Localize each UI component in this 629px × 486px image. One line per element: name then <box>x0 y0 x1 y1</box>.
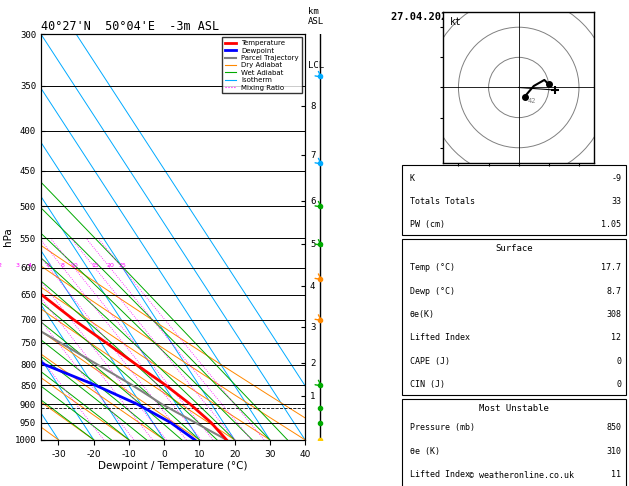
Text: Surface: Surface <box>495 244 533 253</box>
Legend: Temperature, Dewpoint, Parcel Trajectory, Dry Adiabat, Wet Adiabat, Isotherm, Mi: Temperature, Dewpoint, Parcel Trajectory… <box>223 37 301 93</box>
Text: CAPE (J): CAPE (J) <box>410 357 450 366</box>
Text: θe (K): θe (K) <box>410 447 440 456</box>
Text: θe(K): θe(K) <box>410 310 435 319</box>
Text: km
ASL: km ASL <box>308 6 324 26</box>
Text: Temp (°C): Temp (°C) <box>410 263 455 273</box>
Text: 2: 2 <box>0 262 1 268</box>
Y-axis label: hPa: hPa <box>3 227 13 246</box>
Text: 17.7: 17.7 <box>601 263 621 273</box>
Text: Lifted Index: Lifted Index <box>410 333 470 343</box>
Text: 308: 308 <box>606 310 621 319</box>
Text: K: K <box>410 174 415 183</box>
Text: 20: 20 <box>106 262 114 268</box>
Text: 6: 6 <box>47 262 51 268</box>
Text: 12: 12 <box>611 333 621 343</box>
Text: 11: 11 <box>611 470 621 479</box>
Text: Totals Totals: Totals Totals <box>410 197 475 206</box>
Text: 10: 10 <box>70 262 78 268</box>
Text: 33: 33 <box>611 197 621 206</box>
Text: 850: 850 <box>606 423 621 433</box>
Text: kt: kt <box>449 17 461 27</box>
Text: 1.05: 1.05 <box>601 220 621 229</box>
Text: 3: 3 <box>15 262 19 268</box>
X-axis label: Dewpoint / Temperature (°C): Dewpoint / Temperature (°C) <box>98 461 248 471</box>
Text: CIN (J): CIN (J) <box>410 380 445 389</box>
Text: 40°27'N  50°04'E  -3m ASL: 40°27'N 50°04'E -3m ASL <box>41 20 219 33</box>
Text: PW (cm): PW (cm) <box>410 220 445 229</box>
Text: 310: 310 <box>606 447 621 456</box>
Text: 0: 0 <box>616 357 621 366</box>
Text: Most Unstable: Most Unstable <box>479 404 549 413</box>
Text: 15: 15 <box>91 262 99 268</box>
Text: © weatheronline.co.uk: © weatheronline.co.uk <box>469 471 574 480</box>
Text: 8: 8 <box>61 262 65 268</box>
Text: 0: 0 <box>616 380 621 389</box>
Text: Dewp (°C): Dewp (°C) <box>410 287 455 296</box>
Text: 4: 4 <box>28 262 32 268</box>
Text: LCL: LCL <box>308 61 324 70</box>
Text: 42: 42 <box>528 98 537 104</box>
Text: Pressure (mb): Pressure (mb) <box>410 423 475 433</box>
Text: 25: 25 <box>118 262 126 268</box>
Text: -9: -9 <box>611 174 621 183</box>
Text: 27.04.2024  03GMT  (Base: 00): 27.04.2024 03GMT (Base: 00) <box>391 12 572 22</box>
Text: 8.7: 8.7 <box>606 287 621 296</box>
Text: Lifted Index: Lifted Index <box>410 470 470 479</box>
